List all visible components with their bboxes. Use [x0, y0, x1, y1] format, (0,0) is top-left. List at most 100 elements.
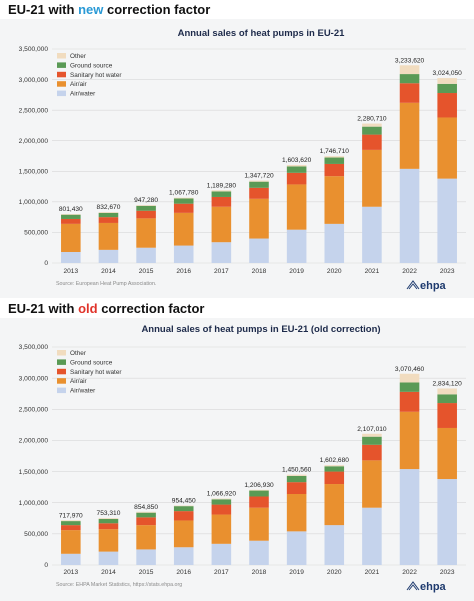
bar-segment-other: [362, 433, 382, 437]
legend-label: Air/air: [70, 378, 88, 385]
source-note: Source: European Heat Pump Association.: [56, 281, 156, 287]
x-tick-label: 2013: [63, 268, 78, 275]
bar-segment-ground-source: [211, 499, 232, 505]
y-tick-label: 3,000,000: [19, 77, 49, 84]
section-heading-new: EU-21 with new correction factor: [8, 2, 210, 17]
y-tick-label: 2,000,000: [19, 138, 49, 145]
bar-segment-other: [399, 373, 420, 383]
total-label: 854,850: [134, 504, 158, 511]
bar-segment-sanitary-hot-water: [173, 203, 194, 213]
bar-segment-other: [324, 465, 345, 467]
bar-segment-air-water: [437, 178, 457, 263]
source-note: Source: EHPA Market Statistics, https://…: [56, 582, 182, 588]
bar-segment-sanitary-hot-water: [98, 523, 119, 530]
x-tick-label: 2015: [139, 569, 154, 576]
bar-segment-other: [362, 123, 382, 127]
bar-segment-air-water: [211, 242, 232, 263]
logo-mark-icon: [406, 280, 420, 290]
legend-label: Other: [70, 53, 87, 60]
bar-segment-air-air: [324, 484, 345, 526]
section-heading-old: EU-21 with old correction factor: [8, 301, 205, 316]
bar-segment-other: [399, 65, 420, 75]
bar-segment-ground-source: [173, 506, 194, 512]
total-label: 954,450: [172, 498, 196, 505]
bar-segment-sanitary-hot-water: [249, 187, 269, 199]
heading-prefix: EU-21 with: [8, 2, 79, 17]
legend-swatch: [57, 81, 66, 87]
total-label: 1,067,780: [169, 190, 199, 197]
bar-segment-air-air: [399, 102, 420, 169]
bar-segment-ground-source: [136, 512, 156, 518]
bar-segment-air-air: [173, 212, 194, 246]
bar-segment-sanitary-hot-water: [249, 496, 269, 508]
bar-segment-ground-source: [362, 126, 382, 135]
x-tick-label: 2023: [440, 569, 455, 576]
x-tick-label: 2020: [327, 268, 342, 275]
legend-swatch: [57, 90, 66, 97]
bar-segment-air-water: [399, 168, 420, 263]
bar-segment-sanitary-hot-water: [286, 482, 307, 494]
bar-segment-air-air: [399, 411, 420, 470]
bar-segment-other: [173, 197, 194, 199]
y-tick-label: 3,500,000: [19, 344, 49, 351]
bar-segment-other: [98, 518, 119, 519]
x-tick-label: 2018: [252, 569, 267, 576]
y-tick-label: 2,000,000: [19, 438, 49, 445]
bar-segment-air-air: [136, 525, 156, 550]
bar-segment-air-water: [61, 553, 81, 565]
bar-segment-ground-source: [211, 191, 232, 197]
total-label: 1,450,560: [282, 467, 312, 474]
y-tick-label: 1,500,000: [19, 469, 49, 476]
legend-swatch: [57, 71, 66, 78]
logo-mark-icon: [406, 581, 420, 591]
legend-label: Other: [70, 350, 87, 357]
bar-segment-ground-source: [362, 436, 382, 445]
y-tick-label: 2,500,000: [19, 406, 49, 413]
total-label: 3,070,460: [395, 366, 425, 373]
bar-segment-ground-source: [98, 518, 119, 524]
bar-segment-air-water: [136, 247, 156, 263]
y-tick-label: 0: [44, 562, 48, 569]
chart-title: Annual sales of heat pumps in EU-21: [178, 28, 346, 39]
bar-segment-air-air: [362, 149, 382, 207]
bar-segment-ground-source: [324, 157, 345, 164]
total-label: 2,107,010: [357, 426, 387, 433]
x-tick-label: 2023: [440, 268, 455, 275]
chart-panel-new: Annual sales of heat pumps in EU-21 0 500,…: [0, 19, 474, 298]
total-label: 1,746,710: [320, 148, 350, 155]
bar-segment-ground-source: [249, 181, 269, 188]
bar-segment-air-water: [211, 543, 232, 565]
bar-segment-other: [173, 505, 194, 507]
total-label: 1,189,280: [207, 182, 237, 189]
y-tick-label: 500,000: [24, 531, 48, 538]
bar-segment-other: [98, 212, 119, 213]
total-label: 2,280,710: [357, 116, 387, 123]
chart-new-correction: Annual sales of heat pumps in EU-21 0 500,…: [19, 28, 466, 292]
heading-suffix: correction factor: [103, 2, 211, 17]
chart-panel-old: Annual sales of heat pumps in EU-21 (old…: [0, 318, 474, 601]
heading-prefix: EU-21 with: [8, 301, 79, 316]
total-label: 947,280: [134, 197, 158, 204]
x-tick-label: 2022: [402, 569, 417, 576]
bar-segment-air-air: [324, 176, 345, 224]
x-tick-label: 2017: [214, 569, 229, 576]
total-label: 1,206,930: [244, 482, 274, 489]
bar-segment-sanitary-hot-water: [286, 172, 307, 185]
bar-segment-other: [136, 205, 156, 206]
bar-segment-air-water: [399, 469, 420, 565]
y-tick-label: 3,000,000: [19, 375, 49, 382]
bar-segment-air-air: [173, 520, 194, 548]
y-tick-label: 0: [44, 260, 48, 267]
legend-swatch: [57, 53, 66, 59]
bar-segment-air-water: [437, 479, 457, 565]
bar-segment-sanitary-hot-water: [437, 403, 457, 428]
bar-segment-air-water: [98, 249, 119, 263]
x-tick-label: 2016: [176, 268, 191, 275]
bar-segment-sanitary-hot-water: [98, 217, 119, 223]
ehpa-logo: ehpa: [406, 280, 447, 292]
y-tick-label: 1,000,000: [19, 199, 49, 206]
bar-segment-other: [249, 180, 269, 182]
bar-segment-air-water: [362, 206, 382, 263]
bar-segment-other: [286, 474, 307, 476]
bar-segment-air-air: [249, 507, 269, 541]
